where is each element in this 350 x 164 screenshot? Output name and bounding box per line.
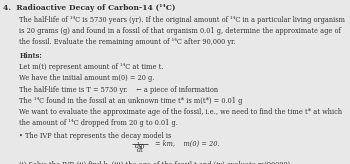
Text: is 20 grams (g) and found in a fossil of that organism 0.01 g, determine the app: is 20 grams (g) and found in a fossil of… <box>19 27 341 35</box>
Text: dt: dt <box>136 146 144 154</box>
Text: (i) Solve the IVP, (ii) find k, (iii) the age of the fossil t and (iv) evaluate : (i) Solve the IVP, (ii) find k, (iii) th… <box>19 161 293 164</box>
Text: Let m(t) represent amount of ¹⁴C at time t.: Let m(t) represent amount of ¹⁴C at time… <box>19 63 164 71</box>
Text: The half-life time is T = 5730 yr.    ← a piece of information: The half-life time is T = 5730 yr. ← a p… <box>19 85 218 93</box>
Text: Hints:: Hints: <box>19 52 42 60</box>
Text: the fossil. Evaluate the remaining amount of ¹⁴C after 90,000 yr.: the fossil. Evaluate the remaining amoun… <box>19 38 236 46</box>
Text: The ¹⁴C found in the fossil at an unknown time t* is m(t*) = 0.01 g: The ¹⁴C found in the fossil at an unknow… <box>19 97 243 105</box>
Text: We have the initial amount m(0) = 20 g.: We have the initial amount m(0) = 20 g. <box>19 74 155 82</box>
Text: We want to evaluate the approximate age of the fossil, i.e., we need to find the: We want to evaluate the approximate age … <box>19 108 342 116</box>
Text: = km,    m(0) = 20.: = km, m(0) = 20. <box>155 140 219 148</box>
Text: The half-life of ¹⁴C is 5730 years (yr). If the original amount of ¹⁴C in a part: The half-life of ¹⁴C is 5730 years (yr).… <box>19 16 345 24</box>
Text: • The IVP that represents the decay model is: • The IVP that represents the decay mode… <box>19 132 172 140</box>
Text: the amount of ¹⁴C dropped from 20 g to 0.01 g.: the amount of ¹⁴C dropped from 20 g to 0… <box>19 119 178 127</box>
Text: dm: dm <box>135 142 145 150</box>
Text: 4.  Radioactive Decay of Carbon-14 (¹⁴C): 4. Radioactive Decay of Carbon-14 (¹⁴C) <box>3 4 175 12</box>
